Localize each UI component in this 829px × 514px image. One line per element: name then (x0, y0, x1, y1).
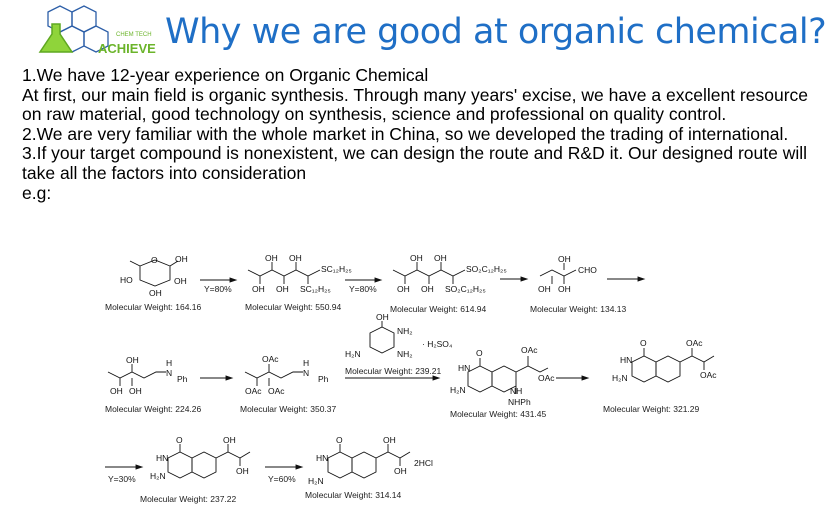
molecular-weight: Molecular Weight: 224.26 (105, 404, 202, 414)
atom-label: OH (174, 276, 187, 286)
paragraph: At first, our main field is organic synt… (22, 84, 809, 125)
logo-name: ACHIEVE (98, 41, 156, 56)
atom-label: HN (458, 363, 471, 373)
paragraph: e.g: (22, 182, 52, 203)
atom-label: HO (120, 275, 133, 285)
page-title: Why we are good at organic chemical? (165, 12, 827, 52)
atom-label: NH (510, 386, 523, 396)
molecular-weight: Molecular Weight: 614.94 (390, 304, 487, 314)
atom-label: SO₂C₁₂H₂₅ (466, 264, 507, 274)
atom-label: O (476, 348, 483, 358)
reagent-salt: · H₂SO₄ (422, 339, 453, 349)
body-text: 1.We have 12-year experience on Organic … (22, 65, 828, 203)
atom-label: OH (289, 253, 302, 263)
atom-label: N (303, 368, 310, 378)
yield-label: Y=80% (349, 284, 377, 294)
atom-label: O (176, 435, 183, 445)
molecular-weight: Molecular Weight: 350.37 (240, 404, 337, 414)
atom-label: O (640, 338, 647, 348)
atom-label: OH (410, 253, 423, 263)
molecular-weight: Molecular Weight: 164.16 (105, 302, 202, 312)
atom-label: OAc (686, 338, 703, 348)
molecular-weight: Molecular Weight: 550.94 (245, 302, 342, 312)
atom-label: OH (376, 312, 389, 322)
atom-label: HN (316, 453, 329, 463)
molecular-weight: Molecular Weight: 237.22 (140, 494, 237, 504)
atom-label: Ph (177, 374, 188, 384)
atom-label: OH (276, 284, 289, 294)
paragraph: 3.If your target compound is nonexistent… (22, 143, 808, 183)
atom-label: OH (223, 435, 236, 445)
atom-label: H₂N (612, 373, 628, 383)
molecular-weight: Molecular Weight: 314.14 (305, 490, 402, 500)
atom-label: OH (236, 466, 249, 476)
atom-label: OAc (268, 386, 285, 396)
atom-label: OH (558, 284, 571, 294)
atom-label: OAc (262, 354, 279, 364)
atom-label: OH (383, 435, 396, 445)
atom-label: OH (252, 284, 265, 294)
atom-label: OH (434, 253, 447, 263)
atom-label: H₂N (308, 476, 324, 486)
atom-label: OH (394, 466, 407, 476)
atom-label: OH (538, 284, 551, 294)
hexagon-flask-logo-icon (38, 5, 109, 53)
atom-label: OAc (521, 345, 538, 355)
atom-label: OH (558, 254, 571, 264)
logo: CHEM TECH ACHIEVE (30, 2, 160, 60)
product-salt: 2HCl (414, 458, 433, 468)
atom-label: NH₂ (397, 326, 413, 336)
paragraph: 2.We are very familiar with the whole ma… (22, 123, 789, 144)
atom-label: OAc (700, 370, 717, 380)
molecular-weight: Molecular Weight: 239.21 (345, 366, 442, 376)
atom-label: OAc (245, 386, 262, 396)
yield-label: Y=80% (204, 284, 232, 294)
atom-label: OH (149, 288, 162, 298)
yield-label: Y=60% (268, 474, 296, 484)
atom-label: SC₁₂H₂₅ (300, 284, 331, 294)
atom-label: SO₂C₁₂H₂₅ (445, 284, 486, 294)
atom-label: Ph (318, 374, 329, 384)
atom-label: OH (265, 253, 278, 263)
yield-label: Y=30% (108, 474, 136, 484)
atom-label: HN (156, 453, 169, 463)
atom-label: H₂N (450, 385, 466, 395)
atom-label: OH (129, 386, 142, 396)
atom-label: H (166, 358, 173, 368)
paragraph: 1.We have 12-year experience on Organic … (22, 65, 429, 85)
atom-label: NHPh (508, 397, 531, 407)
atom-label: N (166, 368, 173, 378)
atom-label: SC₁₂H₂₅ (321, 264, 352, 274)
atom-label: OAc (538, 373, 555, 383)
logo-tagline: CHEM TECH (116, 32, 152, 38)
atom-label: OH (175, 254, 188, 264)
atom-label: H₂N (150, 471, 166, 481)
atom-label: O (151, 255, 158, 265)
atom-label: CHO (578, 265, 597, 275)
atom-label: OH (126, 355, 139, 365)
atom-label: NH₂ (397, 349, 413, 359)
atom-label: OH (421, 284, 434, 294)
atom-label: H₂N (345, 349, 361, 359)
molecular-weight: Molecular Weight: 134.13 (530, 304, 627, 314)
molecular-weight: Molecular Weight: 431.45 (450, 409, 547, 419)
atom-label: HN (620, 355, 633, 365)
atom-label: OH (397, 284, 410, 294)
atom-label: O (336, 435, 343, 445)
atom-label: OH (110, 386, 123, 396)
atom-label: H (303, 358, 310, 368)
molecular-weight: Molecular Weight: 321.29 (603, 404, 700, 414)
